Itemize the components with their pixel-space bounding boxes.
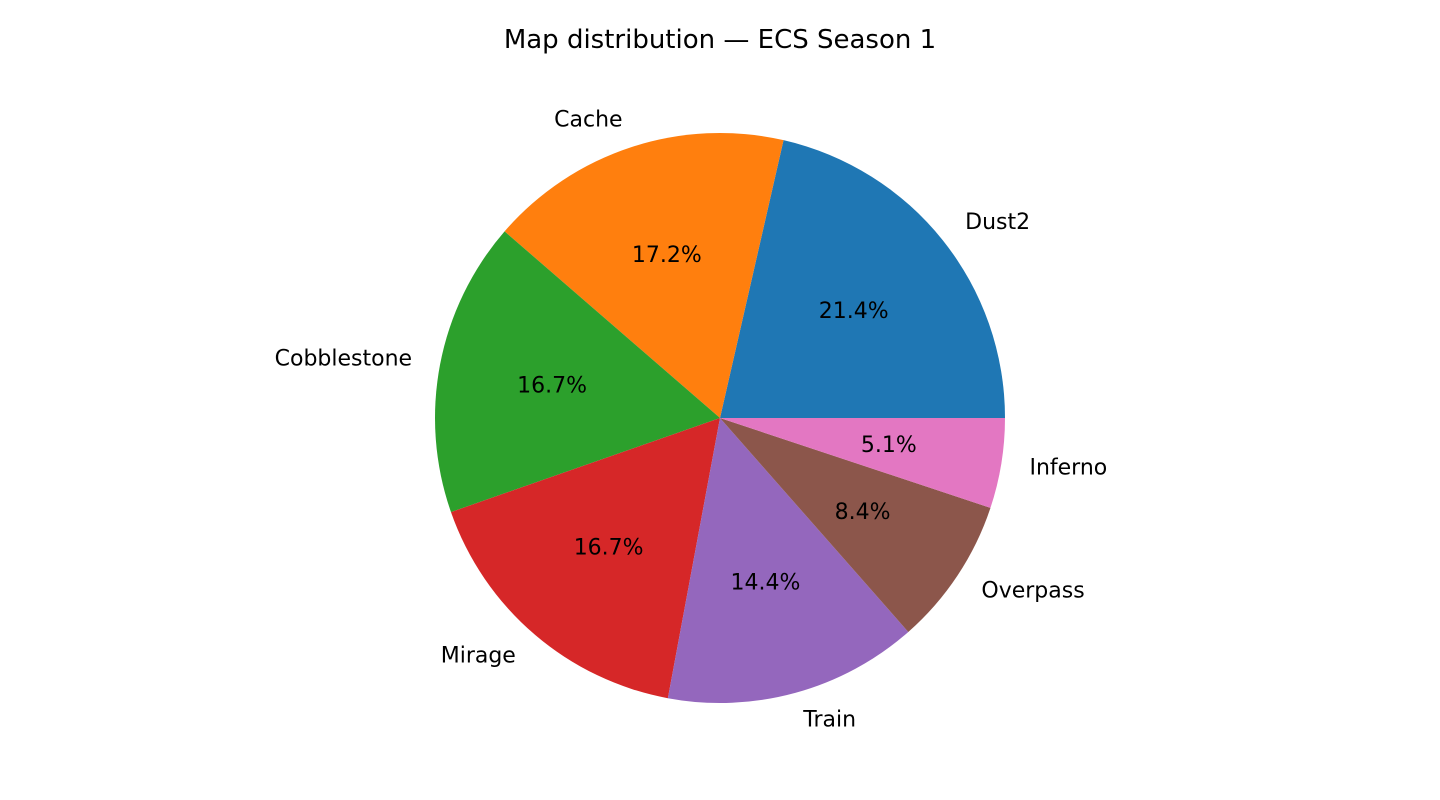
slice-percent-label: 21.4% xyxy=(819,299,889,324)
pie-slices xyxy=(434,133,1005,703)
slice-percent-label: 16.7% xyxy=(517,373,587,398)
slice-percent-label: 17.2% xyxy=(632,243,702,268)
slice-percent-label: 5.1% xyxy=(861,433,917,458)
slice-label: Cache xyxy=(554,108,622,133)
pie-slice-inferno xyxy=(720,418,1005,508)
slice-label: Inferno xyxy=(1029,456,1107,481)
pie-slice-cache xyxy=(504,133,784,418)
pie-slice-overpass xyxy=(720,418,991,632)
slice-label: Cobblestone xyxy=(275,347,412,372)
slice-label: Train xyxy=(802,708,856,733)
slice-label: Dust2 xyxy=(965,210,1030,235)
slice-label: Mirage xyxy=(441,643,516,668)
pie-slice-train xyxy=(667,418,909,703)
slice-label: Overpass xyxy=(981,579,1084,604)
slice-percent-label: 8.4% xyxy=(835,500,891,525)
pie-labels: Dust2 21.4% Cache 17.2% Cobblestone 16.7% Mira… xyxy=(275,108,1108,733)
pie-slice-cobblestone xyxy=(434,231,720,513)
pie-slice-mirage xyxy=(450,418,720,699)
slice-percent-label: 14.4% xyxy=(730,570,800,595)
chart-title: Map distribution — ECS Season 1 xyxy=(504,25,936,55)
slice-percent-label: 16.7% xyxy=(574,535,644,560)
pie-slice-dust2 xyxy=(720,140,1005,418)
